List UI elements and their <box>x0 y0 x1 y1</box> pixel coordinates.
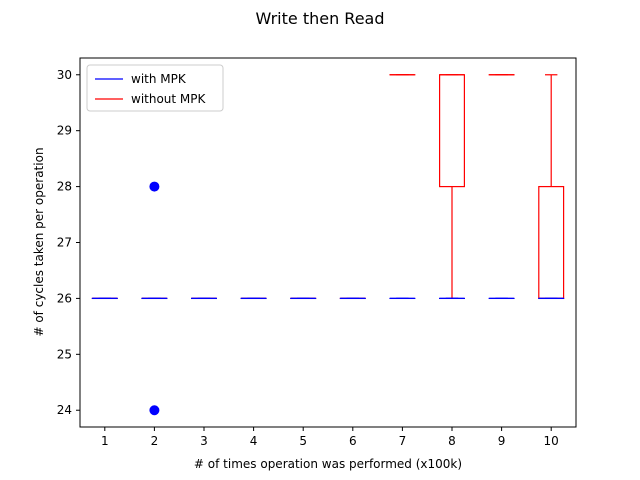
x-tick-label: 10 <box>544 434 559 448</box>
x-tick-label: 4 <box>250 434 258 448</box>
x-tick-label: 6 <box>349 434 357 448</box>
series-with-mpk <box>91 181 565 416</box>
x-tick-label: 3 <box>200 434 208 448</box>
x-tick-label: 2 <box>151 434 159 448</box>
y-tick-label: 27 <box>57 236 72 250</box>
x-axis-label: # of times operation was performed (x100… <box>194 457 462 471</box>
x-tick-label: 7 <box>399 434 407 448</box>
flier-point <box>149 405 160 416</box>
y-axis-label: # of cycles taken per operation <box>32 147 46 336</box>
x-tick-label: 1 <box>101 434 109 448</box>
x-tick-label: 5 <box>299 434 307 448</box>
legend: with MPK without MPK <box>86 64 224 112</box>
y-tick-label: 29 <box>57 124 72 138</box>
x-tick-label: 8 <box>448 434 456 448</box>
x-tick-label: 9 <box>498 434 506 448</box>
legend-label: without MPK <box>131 92 207 106</box>
legend-label: with MPK <box>131 72 187 86</box>
y-tick-label: 28 <box>57 180 72 194</box>
chart-title: Write then Read <box>255 9 384 28</box>
plot-area: 24 25 26 27 28 29 30 1 2 3 4 5 6 7 8 9 10 <box>57 57 577 448</box>
flier-point <box>149 181 160 192</box>
y-tick-label: 26 <box>57 291 72 305</box>
y-tick-label: 25 <box>57 347 72 361</box>
y-tick-label: 30 <box>57 68 72 82</box>
y-tick-label: 24 <box>57 403 72 417</box>
